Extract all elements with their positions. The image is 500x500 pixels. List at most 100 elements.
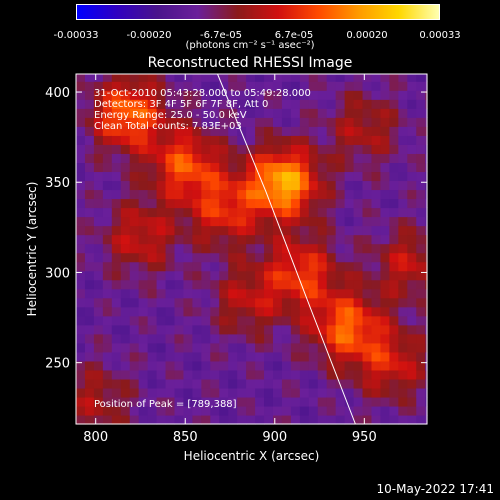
heatmap-cell <box>344 297 355 308</box>
heatmap-cell <box>219 81 229 91</box>
heatmap-cell <box>174 153 185 164</box>
heatmap-cell <box>102 234 113 245</box>
heatmap-cell <box>264 378 274 389</box>
heatmap-cell <box>147 297 158 308</box>
heatmap-cell <box>201 135 211 145</box>
heatmap-cell <box>111 162 122 173</box>
heatmap-cell <box>281 378 292 389</box>
heatmap-cell <box>210 279 220 290</box>
heatmap-cell <box>237 74 247 82</box>
heatmap-cell <box>228 189 238 200</box>
heatmap-cell <box>138 342 149 353</box>
heatmap-cell <box>272 378 283 389</box>
heatmap-cell <box>246 207 256 218</box>
heatmap-cell <box>147 315 158 326</box>
heatmap-cell <box>165 297 176 308</box>
heatmap-cell <box>93 351 104 362</box>
heatmap-cell <box>398 207 408 218</box>
heatmap-cell <box>120 117 131 127</box>
heatmap-cell <box>76 189 86 200</box>
heatmap-cell <box>353 297 364 308</box>
heatmap-cell <box>290 342 301 353</box>
heatmap-cell <box>264 81 274 91</box>
heatmap-cell <box>201 324 211 335</box>
heatmap-cell <box>362 261 373 272</box>
heatmap-cell <box>102 225 113 236</box>
heatmap-cell <box>237 135 247 145</box>
heatmap-cell <box>317 306 328 317</box>
heatmap-cell <box>389 369 399 380</box>
heatmap-cell <box>174 324 185 335</box>
heatmap-cell <box>416 216 426 227</box>
heatmap-cell <box>129 315 140 326</box>
heatmap-cell <box>255 270 265 281</box>
heatmap-cell <box>201 81 211 91</box>
heatmap-cell <box>228 333 238 344</box>
heatmap-cell <box>416 288 426 299</box>
heatmap-cell <box>398 351 408 362</box>
heatmap-cell <box>425 108 428 118</box>
heatmap-cell <box>111 342 122 353</box>
heatmap-cell <box>353 270 364 281</box>
heatmap-cell <box>353 288 364 299</box>
heatmap-cell <box>111 108 122 118</box>
heatmap-cell <box>389 333 399 344</box>
heatmap-cell <box>102 333 113 344</box>
heatmap-cell <box>416 306 426 317</box>
heatmap-cell <box>102 387 113 398</box>
heatmap-cell <box>344 99 355 109</box>
heatmap-cell <box>76 351 86 362</box>
heatmap-cell <box>246 297 256 308</box>
heatmap-cell <box>416 243 426 254</box>
heatmap-cell <box>147 207 158 218</box>
heatmap-cell <box>389 297 399 308</box>
heatmap-cell <box>308 135 319 145</box>
heatmap-cell <box>210 351 220 362</box>
heatmap-cell <box>380 99 390 109</box>
heatmap-cell <box>111 252 122 263</box>
heatmap-cell <box>147 81 158 91</box>
heatmap-cell <box>237 297 247 308</box>
heatmap-cell <box>281 144 292 154</box>
heatmap-cell <box>93 189 104 200</box>
heatmap-cell <box>416 207 426 218</box>
heatmap-cell <box>272 153 283 164</box>
heatmap-cell <box>362 171 373 182</box>
heatmap-cell <box>129 216 140 227</box>
heatmap-cell <box>326 324 337 335</box>
heatmap-cell <box>344 252 355 263</box>
heatmap-cell <box>228 252 238 263</box>
heatmap-cell <box>264 144 274 154</box>
heatmap-cell <box>281 216 292 227</box>
heatmap-cell <box>389 279 399 290</box>
heatmap-cell <box>76 261 86 272</box>
heatmap-cell <box>76 396 86 407</box>
heatmap-cell <box>353 396 364 407</box>
heatmap-cell <box>111 234 122 245</box>
heatmap-cell <box>371 144 382 154</box>
heatmap-cell <box>290 387 301 398</box>
heatmap-cell <box>272 279 283 290</box>
heatmap-cell <box>255 225 265 236</box>
heatmap-cell <box>272 261 283 272</box>
heatmap-cell <box>281 180 292 191</box>
heatmap-cell <box>353 261 364 272</box>
heatmap-cell <box>228 315 238 326</box>
heatmap-cell <box>192 279 202 290</box>
heatmap-cell <box>290 74 301 82</box>
heatmap-cell <box>120 405 131 416</box>
heatmap-cell <box>165 279 176 290</box>
heatmap-cell <box>281 414 292 425</box>
heatmap-cell <box>102 144 113 154</box>
heatmap-cell <box>335 288 346 299</box>
heatmap-cell <box>102 270 113 281</box>
heatmap-cell <box>290 198 301 209</box>
heatmap-cell <box>246 234 256 245</box>
heatmap-cell <box>290 405 301 416</box>
heatmap-cell <box>76 333 86 344</box>
heatmap-cell <box>264 135 274 145</box>
heatmap-cell <box>308 189 319 200</box>
heatmap-cell <box>335 126 346 136</box>
heatmap-cell <box>138 396 149 407</box>
heatmap-cell <box>380 378 390 389</box>
